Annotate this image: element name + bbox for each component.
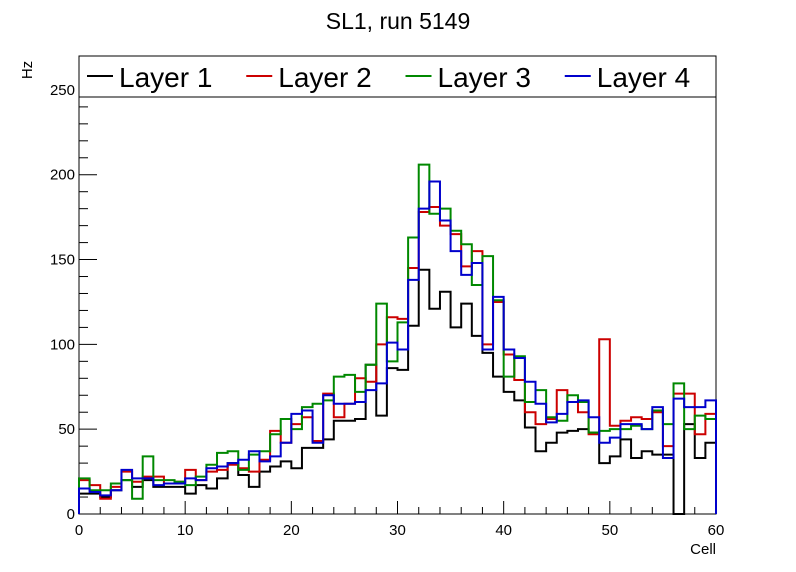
- series-layer-1: [78, 268, 717, 515]
- y-tick-label: 100: [50, 336, 75, 353]
- series-layer: [78, 163, 717, 515]
- chart-title: SL1, run 5149: [326, 8, 471, 34]
- x-axis-label: Cell: [690, 541, 716, 558]
- legend: Layer 1 Layer 2 Layer 3 Layer 4: [78, 55, 717, 98]
- legend-label: Layer 1: [119, 62, 212, 93]
- y-axis-label: Hz: [19, 61, 36, 79]
- x-tick-label: 50: [601, 522, 618, 539]
- x-tick-label: 40: [495, 522, 512, 539]
- x-axis: 0 10 20 30 40 50 60: [75, 501, 725, 539]
- legend-label: Layer 4: [597, 62, 690, 93]
- series-layer-3: [78, 163, 717, 514]
- y-tick-label: 50: [58, 421, 75, 438]
- x-tick-label: 10: [177, 522, 194, 539]
- legend-label: Layer 3: [438, 62, 531, 93]
- y-tick-label: 0: [67, 506, 75, 523]
- x-tick-label: 30: [389, 522, 406, 539]
- x-tick-label: 60: [708, 522, 725, 539]
- y-tick-label: 150: [50, 252, 75, 269]
- series-layer-4: [78, 180, 717, 514]
- series-layer-2: [78, 205, 717, 514]
- legend-box: [78, 55, 717, 98]
- x-tick-label: 0: [75, 522, 83, 539]
- x-tick-label: 20: [283, 522, 300, 539]
- y-axis: 0 50 100 150 200 250: [50, 55, 97, 523]
- legend-label: Layer 2: [278, 62, 371, 93]
- y-tick-label: 250: [50, 82, 75, 99]
- y-tick-label: 200: [50, 167, 75, 184]
